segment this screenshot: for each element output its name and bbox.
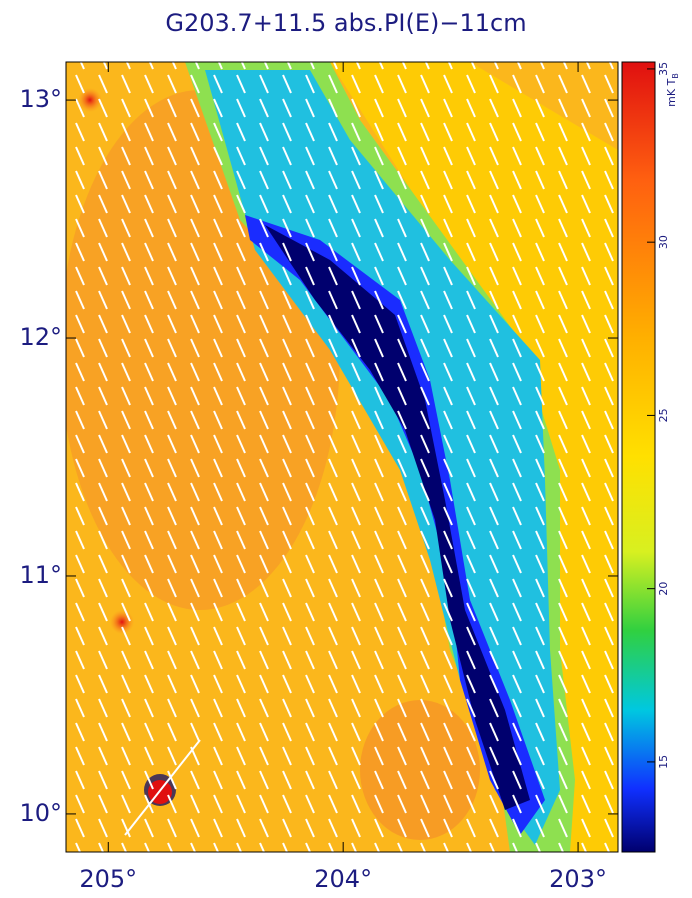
y-tick-label: 11° [19, 561, 62, 589]
colorbar-label-sub: B [671, 73, 680, 79]
map-image [66, 62, 618, 852]
colorbar-label-main: mK T [665, 78, 678, 106]
chart-title: G203.7+11.5 abs.PI(E)−11cm [165, 9, 526, 37]
x-tick-label: 205° [79, 865, 137, 893]
colorbar-label: mK TB [665, 73, 680, 107]
x-tick-label: 203° [549, 865, 607, 893]
colorbar-tick-label: 20 [657, 582, 670, 596]
y-tick-label: 12° [19, 323, 62, 351]
x-tick-label: 204° [314, 865, 372, 893]
colorbar [621, 61, 656, 853]
y-tick-label: 13° [19, 85, 62, 113]
y-tick-label: 10° [19, 799, 62, 827]
plot-frame [65, 61, 619, 853]
colorbar-tick-label: 35 [657, 62, 670, 76]
colorbar-tick-label: 25 [657, 408, 670, 422]
colorbar-tick-label: 15 [657, 755, 670, 769]
colorbar-tick-label: 30 [657, 235, 670, 249]
